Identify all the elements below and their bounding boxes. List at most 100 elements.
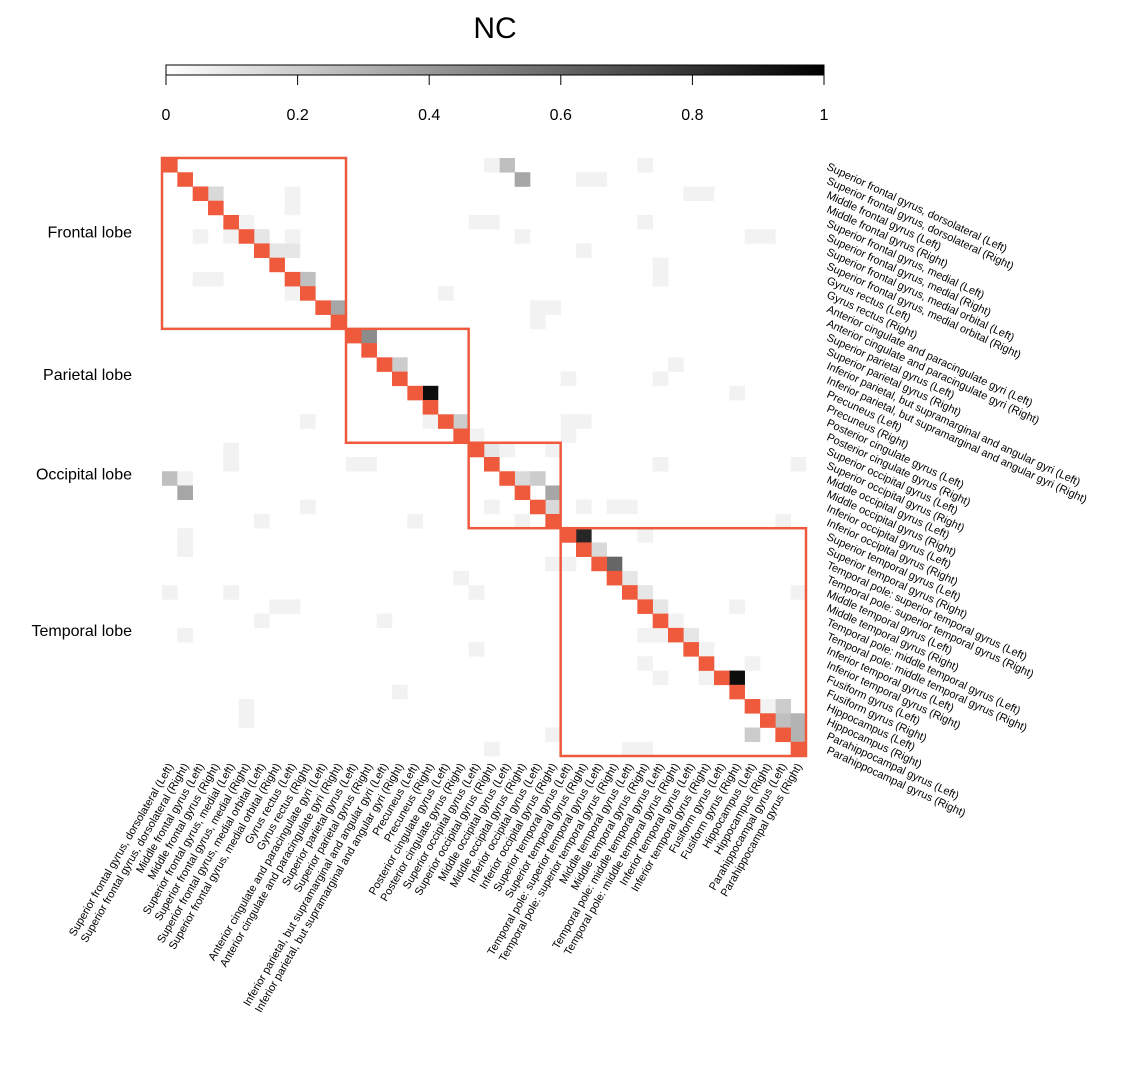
heatmap-cell	[637, 627, 653, 643]
heatmap-cell	[346, 457, 362, 472]
diagonal-cell	[729, 684, 745, 700]
heatmap-cell	[790, 585, 807, 600]
heatmap-cell	[530, 471, 546, 486]
diagonal-cell	[744, 699, 761, 714]
heatmap-cell	[560, 371, 577, 387]
heatmap-cell	[192, 271, 209, 287]
heatmap-cell	[300, 499, 316, 515]
heatmap-cell	[177, 471, 193, 486]
lobe-label: Occipital lobe	[36, 466, 132, 483]
heatmap-cell	[254, 613, 270, 629]
heatmap-cell	[514, 229, 531, 244]
heatmap-cell	[392, 357, 408, 372]
heatmap-cell	[453, 570, 469, 586]
diagonal-cell	[484, 457, 500, 472]
heatmap-cell	[300, 271, 316, 287]
heatmap-cell	[790, 457, 807, 472]
heatmap-cell	[622, 741, 638, 757]
heatmap-cell	[284, 186, 301, 202]
diagonal-cell	[468, 442, 485, 458]
heatmap-cell	[208, 186, 224, 202]
heatmap-cell	[514, 471, 531, 486]
heatmap-cell	[284, 286, 301, 301]
diagonal-cell	[208, 200, 224, 216]
colorbar-ticks: 0 0.2 0.4 0.6 0.8 1	[162, 75, 829, 124]
diagonal-cell	[162, 158, 178, 173]
heatmap-cell	[284, 599, 301, 614]
heatmap-cell	[576, 414, 592, 429]
heatmap-cell	[330, 300, 347, 315]
heatmap-cell	[468, 428, 485, 444]
colorbar-tick-label: 0	[162, 107, 171, 124]
heatmap-cell	[484, 741, 500, 757]
heatmap-cell	[744, 229, 761, 244]
heatmap-cell	[576, 528, 592, 543]
heatmap-cell	[407, 513, 423, 529]
heatmap-cell	[238, 713, 255, 728]
heatmap-cell	[729, 599, 745, 614]
column-labels: Superior frontal gyrus, dorsolateral (Le…	[67, 762, 805, 1015]
heatmap-cell	[790, 713, 807, 728]
heatmap-cell	[453, 414, 469, 429]
colorbar-tick-label: 0.2	[286, 107, 308, 124]
diagonal-cell	[453, 428, 469, 444]
colorbar-tick-label: 0.8	[681, 107, 703, 124]
heatmap-cell	[514, 172, 531, 187]
heatmap-cell	[376, 613, 393, 629]
heatmap-cell	[284, 243, 301, 258]
heatmap-cell	[560, 414, 577, 429]
heatmap-cell	[606, 556, 623, 572]
heatmap-cell	[560, 556, 577, 572]
diagonal-cell	[637, 599, 653, 614]
heatmap-cell	[269, 243, 285, 258]
heatmap-diagonal	[162, 158, 807, 757]
heatmap-cell	[637, 158, 653, 173]
heatmap-cell	[514, 513, 531, 529]
diagonal-cell	[284, 271, 301, 287]
heatmap-cell	[760, 699, 776, 714]
heatmap-cell	[530, 314, 546, 330]
diagonal-cell	[254, 243, 270, 258]
heatmap-cell	[284, 229, 301, 244]
heatmap-cell	[208, 271, 224, 287]
heatmap-cell	[775, 699, 791, 714]
heatmap-cell	[591, 172, 607, 187]
heatmap-cell	[744, 727, 761, 743]
diagonal-cell	[760, 713, 776, 728]
heatmap-cell	[622, 499, 638, 515]
heatmap-cell	[545, 485, 561, 501]
heatmap-cell	[698, 642, 715, 657]
diagonal-cell	[668, 627, 684, 643]
heatmap-cell	[361, 457, 377, 472]
diagonal-cell	[683, 642, 699, 657]
heatmap-cell	[683, 186, 699, 202]
heatmap-cell	[238, 699, 255, 714]
heatmap-cell	[637, 214, 653, 230]
heatmap-cell	[269, 599, 285, 614]
heatmap-cell	[192, 229, 209, 244]
heatmap-cell	[637, 741, 653, 757]
heatmap-cell	[300, 414, 316, 429]
heatmap-cell	[499, 158, 515, 173]
colorbar-tick-label: 0.6	[550, 107, 572, 124]
lobe-blocks	[160, 156, 808, 758]
heatmap-cell	[545, 442, 561, 458]
heatmap-cell	[223, 585, 239, 600]
heatmap-cell	[576, 243, 592, 258]
diagonal-cell	[300, 286, 316, 301]
heatmap-cell	[729, 670, 745, 686]
heatmap-cell	[223, 457, 239, 472]
lobe-label: Parietal lobe	[43, 367, 132, 384]
heatmap-cell	[177, 528, 193, 543]
heatmap-cell	[668, 613, 684, 629]
heatmap-cell	[254, 513, 270, 529]
row-labels: Superior frontal gyrus, dorsolateral (Le…	[825, 161, 1089, 820]
lobe-label: Frontal lobe	[48, 224, 133, 241]
diagonal-cell	[560, 528, 577, 543]
heatmap-cell	[652, 257, 669, 273]
heatmap-cell	[545, 300, 561, 315]
lobe-block	[467, 441, 562, 530]
heatmap-cell	[530, 300, 546, 315]
heatmap-cell	[177, 542, 193, 557]
